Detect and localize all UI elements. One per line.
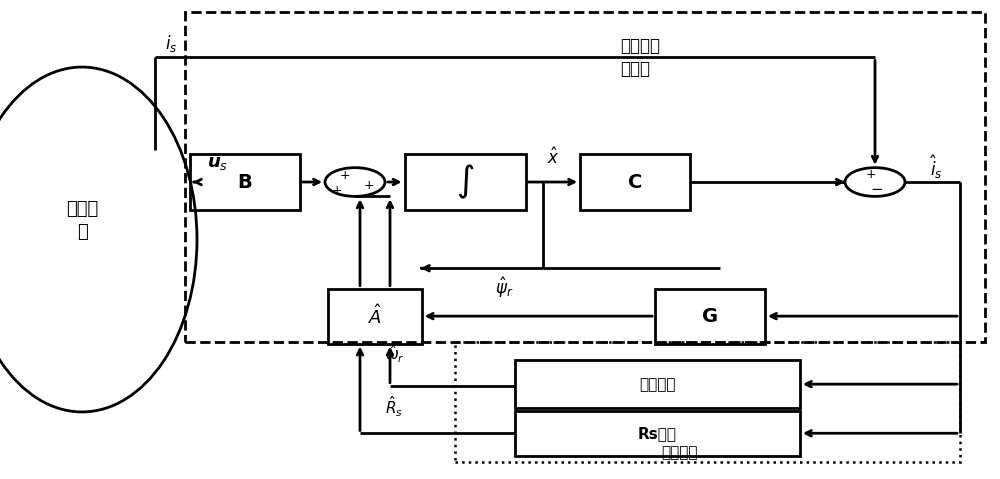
Bar — [580, 155, 690, 210]
Text: 观测器: 观测器 — [620, 60, 650, 79]
Text: $\int$: $\int$ — [456, 163, 474, 201]
Text: $\hat{\psi}_r$: $\hat{\psi}_r$ — [495, 275, 514, 300]
Bar — [190, 155, 300, 210]
Text: $\hat{x}$: $\hat{x}$ — [547, 148, 559, 168]
Bar — [404, 155, 526, 210]
Text: +: + — [363, 179, 374, 192]
Text: 转速估算: 转速估算 — [639, 376, 676, 392]
Text: +: + — [339, 169, 350, 182]
Bar — [515, 411, 800, 456]
Text: $\boldsymbol{u}_s$: $\boldsymbol{u}_s$ — [207, 154, 228, 172]
Text: $\hat{i}_s$: $\hat{i}_s$ — [930, 154, 943, 182]
Text: 辨识模块: 辨识模块 — [662, 445, 698, 460]
Text: $\hat{\omega}_r$: $\hat{\omega}_r$ — [385, 343, 405, 365]
Text: −: − — [870, 182, 883, 197]
Text: B: B — [238, 172, 252, 192]
Text: $\hat{R}_s$: $\hat{R}_s$ — [385, 395, 403, 420]
Bar — [185, 12, 985, 342]
Text: G: G — [702, 307, 718, 326]
Text: C: C — [628, 172, 642, 192]
Text: Rs估算: Rs估算 — [638, 426, 677, 441]
Text: 信号采
集: 信号采 集 — [66, 200, 98, 241]
Bar — [655, 288, 765, 344]
Text: $i_s$: $i_s$ — [165, 33, 177, 54]
Bar — [515, 360, 800, 408]
Bar — [328, 288, 422, 344]
Text: +: + — [332, 184, 342, 197]
Bar — [455, 342, 960, 462]
Text: $\hat{A}$: $\hat{A}$ — [368, 304, 382, 328]
Text: 全阶磁链: 全阶磁链 — [620, 36, 660, 55]
Text: +: + — [865, 168, 876, 181]
